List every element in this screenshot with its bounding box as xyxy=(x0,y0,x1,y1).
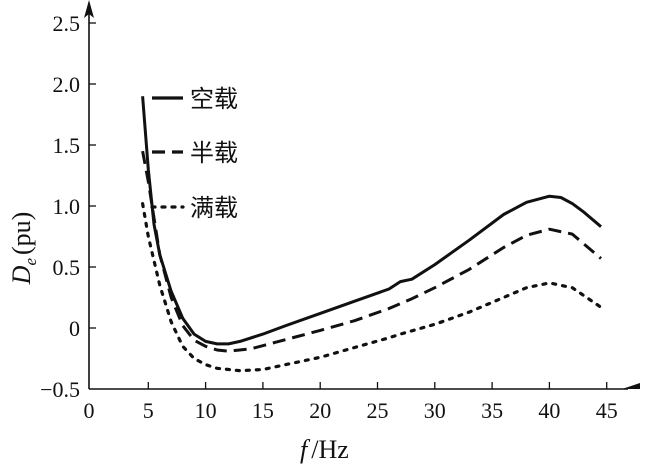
legend-label: 空载 xyxy=(190,85,238,113)
y-tick-label: 2.0 xyxy=(53,72,81,97)
y-tick-label: −0.5 xyxy=(40,377,80,402)
legend-label: 满载 xyxy=(190,194,238,222)
y-tick-label: 1.5 xyxy=(53,133,81,158)
series-line-dotted xyxy=(141,202,603,373)
x-tick-label: 25 xyxy=(367,398,389,423)
x-tick-label: 30 xyxy=(424,398,446,423)
x-tick-label: 45 xyxy=(596,398,618,423)
series-group xyxy=(141,96,603,373)
y-axis-label: De (pu) xyxy=(7,212,40,286)
x-axis-arrow-icon xyxy=(622,383,640,389)
series-line-solid xyxy=(141,96,602,346)
x-axis-label-var: f xyxy=(300,435,311,464)
x-tick-label: 35 xyxy=(481,398,503,423)
ticks: 0 5 10 15 20 25 30 35 40 45−0.500.51.01.52.02.5 xyxy=(40,11,618,423)
y-axis-label-unit: (pu) xyxy=(7,212,36,255)
legend-label: 半载 xyxy=(190,139,238,167)
axes xyxy=(84,0,640,390)
x-axis-label: f/Hz xyxy=(300,435,349,464)
series-line-dashed xyxy=(141,150,602,353)
x-axis-label-unit: /Hz xyxy=(311,435,349,464)
y-axis-arrow-icon xyxy=(84,0,94,18)
x-tick-label: 40 xyxy=(538,398,560,423)
y-tick-label: 2.5 xyxy=(53,11,81,36)
x-tick-label: 10 xyxy=(195,398,217,423)
x-tick-label: 5 xyxy=(143,398,154,423)
y-tick-label: 0 xyxy=(69,316,80,341)
y-axis-label-sub: e xyxy=(21,258,40,266)
x-tick-label: 0 xyxy=(84,398,95,423)
y-tick-label: 0.5 xyxy=(53,255,81,280)
x-tick-label: 20 xyxy=(309,398,331,423)
y-axis-label-var: D xyxy=(7,265,36,285)
y-tick-label: 1.0 xyxy=(53,194,81,219)
x-tick-label: 15 xyxy=(252,398,274,423)
